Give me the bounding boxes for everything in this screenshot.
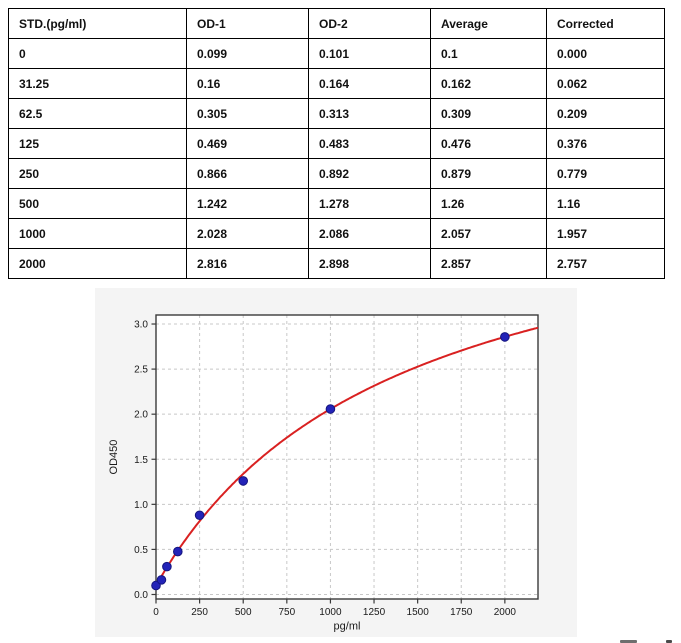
x-tick-label: 1500 <box>407 607 430 618</box>
x-tick-label: 1000 <box>319 607 342 618</box>
data-point <box>500 332 510 342</box>
table-cell: 1.957 <box>546 218 665 249</box>
table-cell: 0.476 <box>430 128 547 159</box>
y-tick-label: 0.0 <box>134 590 148 601</box>
table-cell: 0.483 <box>308 128 431 159</box>
table-cell: 125 <box>8 128 187 159</box>
clipped-content-fragment <box>666 640 672 643</box>
table-cell: 0.000 <box>546 38 665 69</box>
table-cell: 0.879 <box>430 158 547 189</box>
x-tick-label: 500 <box>235 607 252 618</box>
table-cell: 0.313 <box>308 98 431 129</box>
y-tick-label: 3.0 <box>134 320 148 331</box>
table-cell: 250 <box>8 158 187 189</box>
data-point <box>194 510 205 521</box>
table-cell: 0.309 <box>430 98 547 129</box>
data-point <box>238 476 249 486</box>
table-cell: 1.278 <box>308 188 431 219</box>
table-cell: 0.16 <box>186 68 309 99</box>
table-row: 62.5 0.305 0.313 0.309 0.209 <box>8 98 665 129</box>
table-cell: 1.16 <box>546 188 665 219</box>
table-cell: 2.757 <box>546 248 665 279</box>
y-tick-label: 2.5 <box>134 365 148 376</box>
x-tick-label: 1250 <box>363 607 386 618</box>
table-cell: 0.469 <box>186 128 309 159</box>
table-cell: 0.305 <box>186 98 309 129</box>
y-tick-label: 1.0 <box>134 500 148 511</box>
plot-border <box>155 314 539 600</box>
table-cell: 0 <box>8 38 187 69</box>
table-header-cell: OD-1 <box>186 8 309 39</box>
y-tick-label: 2.0 <box>134 410 148 421</box>
data-point <box>173 546 183 557</box>
chart-panel: 0 250 500 750 1000 1250 1500 1750 2000 0.0 0.5 1.0 1… <box>95 288 577 637</box>
table-cell: 0.779 <box>546 158 665 189</box>
table-cell: 62.5 <box>8 98 187 129</box>
y-tick-label: 0.5 <box>134 545 148 556</box>
table-header-cell: STD.(pg/ml) <box>8 8 187 39</box>
data-point <box>325 404 336 414</box>
table-cell: 0.099 <box>186 38 309 69</box>
table-cell: 0.376 <box>546 128 665 159</box>
table-row: 0 0.099 0.101 0.1 0.000 <box>8 38 665 69</box>
table-cell: 500 <box>8 188 187 219</box>
table-cell: 2.086 <box>308 218 431 249</box>
table-cell: 2.816 <box>186 248 309 279</box>
table-cell: 0.209 <box>546 98 665 129</box>
table-cell: 1000 <box>8 218 187 249</box>
table-row: 125 0.469 0.483 0.476 0.376 <box>8 128 665 159</box>
x-tick-label: 2000 <box>494 607 517 618</box>
table-row: 2000 2.816 2.898 2.857 2.757 <box>8 248 665 279</box>
standard-curve-chart: 0 250 500 750 1000 1250 1500 1750 2000 0.0 0.5 1.0 1… <box>108 314 539 633</box>
x-axis-label: pg/ml <box>334 621 361 633</box>
table-cell: 2.857 <box>430 248 547 279</box>
table-row: 1000 2.028 2.086 2.057 1.957 <box>8 218 665 249</box>
table-header-row: STD.(pg/ml) OD-1 OD-2 Average Corrected <box>8 8 665 39</box>
table-cell: 0.892 <box>308 158 431 189</box>
table-cell: 1.26 <box>430 188 547 219</box>
table-cell: 31.25 <box>8 68 187 99</box>
plot-area <box>156 315 538 599</box>
fit-curve <box>155 326 539 586</box>
y-tick-label: 1.5 <box>134 455 148 466</box>
clipped-content-fragment <box>620 640 637 643</box>
data-point <box>162 561 172 572</box>
table-cell: 2.028 <box>186 218 309 249</box>
table-cell: 0.1 <box>430 38 547 69</box>
table-row: 31.25 0.16 0.164 0.162 0.062 <box>8 68 665 99</box>
table-cell: 0.101 <box>308 38 431 69</box>
x-tick-label: 1750 <box>450 607 473 618</box>
table-cell: 2000 <box>8 248 187 279</box>
table-header-cell: Average <box>430 8 547 39</box>
table-cell: 0.866 <box>186 158 309 189</box>
standards-table: STD.(pg/ml) OD-1 OD-2 Average Corrected 0 0.0… <box>8 8 665 279</box>
table-row: 500 1.242 1.278 1.26 1.16 <box>8 188 665 219</box>
y-axis-label: OD450 <box>108 440 120 475</box>
table-header-cell: Corrected <box>546 8 665 39</box>
table-header-cell: OD-2 <box>308 8 431 39</box>
table-row: 250 0.866 0.892 0.879 0.779 <box>8 158 665 189</box>
x-tick-label: 250 <box>191 607 208 618</box>
table-cell: 2.898 <box>308 248 431 279</box>
table-cell: 2.057 <box>430 218 547 249</box>
table-cell: 1.242 <box>186 188 309 219</box>
data-point <box>156 575 167 585</box>
x-tick-label: 0 <box>153 607 159 618</box>
table-cell: 0.164 <box>308 68 431 99</box>
x-tick-label: 750 <box>278 607 295 618</box>
table-cell: 0.062 <box>546 68 665 99</box>
table-cell: 0.162 <box>430 68 547 99</box>
